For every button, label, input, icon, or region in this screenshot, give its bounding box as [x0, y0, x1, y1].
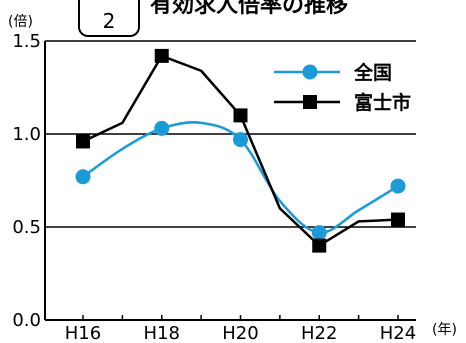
x-tick-label: H16 — [65, 323, 101, 343]
data-point-fuji-city — [233, 108, 248, 123]
legend-label: 全国 — [353, 61, 392, 84]
y-tick-label: 0.0 — [12, 310, 41, 331]
data-point-national — [154, 120, 170, 136]
data-point-national — [311, 225, 327, 241]
x-tick-label: H24 — [380, 323, 416, 343]
x-tick-label: H18 — [144, 323, 180, 343]
data-point-fuji-city — [391, 212, 405, 227]
y-axis-unit: (倍) — [8, 14, 33, 30]
legend-label: 富士市 — [354, 91, 411, 114]
chart-title: 有効求人倍率の推移 — [150, 0, 349, 18]
data-point-fuji-city — [76, 134, 90, 149]
legend-marker-circle — [302, 64, 318, 80]
figure-number: 2 — [102, 9, 116, 33]
x-tick-label: H22 — [301, 323, 337, 343]
legend-marker-square — [303, 95, 317, 109]
data-point-fuji-city — [312, 238, 327, 253]
legend-item: 全国 — [274, 61, 392, 84]
x-axis-unit: (年) — [432, 322, 457, 338]
y-tick-label: 1.0 — [12, 124, 41, 145]
x-tick-label: H20 — [222, 323, 258, 343]
data-point-national — [75, 169, 91, 185]
data-point-national — [390, 178, 406, 194]
y-tick-label: 1.5 — [12, 31, 41, 52]
data-point-fuji-city — [154, 48, 169, 63]
data-point-national — [233, 132, 248, 148]
legend-item: 富士市 — [274, 91, 411, 114]
y-tick-label: 0.5 — [12, 217, 41, 238]
figure-number-badge: 2 — [78, 0, 140, 37]
